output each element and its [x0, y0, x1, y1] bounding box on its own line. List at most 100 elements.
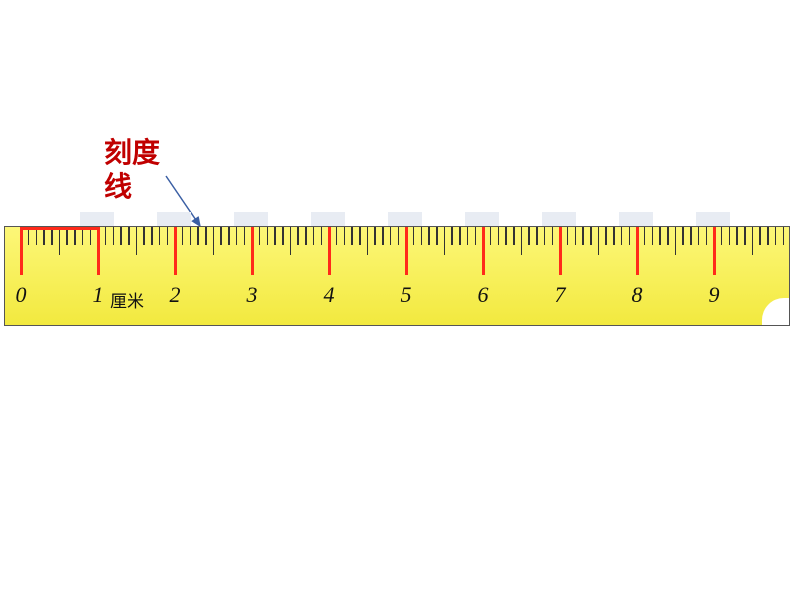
tick-mid	[444, 227, 446, 255]
tick-mid	[136, 227, 138, 255]
tick-minor	[759, 227, 761, 245]
tick-minor	[197, 227, 199, 245]
tick-minor	[744, 227, 746, 245]
tick-mid	[675, 227, 677, 255]
tick-minor	[698, 227, 700, 245]
tick-minor	[274, 227, 276, 245]
tick-minor	[259, 227, 261, 245]
tick-minor	[120, 227, 122, 245]
tick-major	[559, 227, 562, 275]
tick-minor	[451, 227, 453, 245]
tick-minor	[167, 227, 169, 245]
ruler-number: 2	[170, 282, 181, 308]
tick-minor	[105, 227, 107, 245]
tick-minor	[220, 227, 222, 245]
ruler-number: 6	[478, 282, 489, 308]
tick-minor	[736, 227, 738, 245]
tick-minor	[644, 227, 646, 245]
ruler: 0 1厘米 2 3 4 5 6 7 8 9	[4, 226, 790, 326]
tick-minor	[783, 227, 785, 245]
tick-minor	[513, 227, 515, 245]
tick-minor	[128, 227, 130, 245]
ruler-number: 8	[632, 282, 643, 308]
tick-minor	[667, 227, 669, 245]
tick-major	[20, 227, 23, 275]
tick-major	[636, 227, 639, 275]
ruler-number: 7	[555, 282, 566, 308]
tick-minor	[605, 227, 607, 245]
tick-minor	[536, 227, 538, 245]
tick-minor	[382, 227, 384, 245]
tick-minor	[528, 227, 530, 245]
tick-minor	[182, 227, 184, 245]
tick-minor	[706, 227, 708, 245]
tick-minor	[582, 227, 584, 245]
tick-major	[405, 227, 408, 275]
ruler-number: 9	[709, 282, 720, 308]
ruler-container: 0 1厘米 2 3 4 5 6 7 8 9	[4, 226, 790, 328]
tick-mid	[521, 227, 523, 255]
ruler-number: 3	[247, 282, 258, 308]
tick-minor	[421, 227, 423, 245]
ruler-number: 0	[16, 282, 27, 308]
tick-minor	[652, 227, 654, 245]
tick-minor	[775, 227, 777, 245]
tick-mid	[752, 227, 754, 255]
tick-minor	[690, 227, 692, 245]
tick-minor	[390, 227, 392, 245]
tick-minor	[113, 227, 115, 245]
tick-minor	[552, 227, 554, 245]
tick-minor	[659, 227, 661, 245]
tick-minor	[467, 227, 469, 245]
tick-minor	[498, 227, 500, 245]
tick-minor	[729, 227, 731, 245]
top-red-segment	[21, 227, 98, 230]
tick-minor	[313, 227, 315, 245]
tick-mid	[598, 227, 600, 255]
ruler-unit-label: 厘米	[110, 287, 144, 312]
tick-major	[328, 227, 331, 275]
tick-minor	[767, 227, 769, 245]
tick-minor	[297, 227, 299, 245]
tick-minor	[321, 227, 323, 245]
ruler-number: 1	[93, 282, 104, 308]
tick-minor	[151, 227, 153, 245]
tick-minor	[490, 227, 492, 245]
tick-minor	[244, 227, 246, 245]
tick-minor	[621, 227, 623, 245]
tick-mid	[367, 227, 369, 255]
tick-minor	[544, 227, 546, 245]
tick-major	[713, 227, 716, 275]
tick-major	[251, 227, 254, 275]
tick-minor	[305, 227, 307, 245]
tick-minor	[613, 227, 615, 245]
tick-minor	[267, 227, 269, 245]
tick-mid	[213, 227, 215, 255]
tick-minor	[190, 227, 192, 245]
tick-minor	[459, 227, 461, 245]
tick-minor	[436, 227, 438, 245]
tick-minor	[336, 227, 338, 245]
tick-minor	[159, 227, 161, 245]
tick-minor	[413, 227, 415, 245]
ruler-number: 5	[401, 282, 412, 308]
tick-minor	[682, 227, 684, 245]
tick-major	[174, 227, 177, 275]
tick-minor	[590, 227, 592, 245]
tick-minor	[228, 227, 230, 245]
tick-minor	[344, 227, 346, 245]
tick-minor	[236, 227, 238, 245]
tick-minor	[282, 227, 284, 245]
tick-minor	[575, 227, 577, 245]
tick-major	[97, 227, 100, 275]
tick-minor	[629, 227, 631, 245]
ruler-number: 4	[324, 282, 335, 308]
tick-mid	[59, 227, 61, 255]
tick-major	[482, 227, 485, 275]
tick-minor	[359, 227, 361, 245]
tick-minor	[351, 227, 353, 245]
tick-minor	[428, 227, 430, 245]
tick-minor	[567, 227, 569, 245]
tick-minor	[205, 227, 207, 245]
tick-minor	[721, 227, 723, 245]
